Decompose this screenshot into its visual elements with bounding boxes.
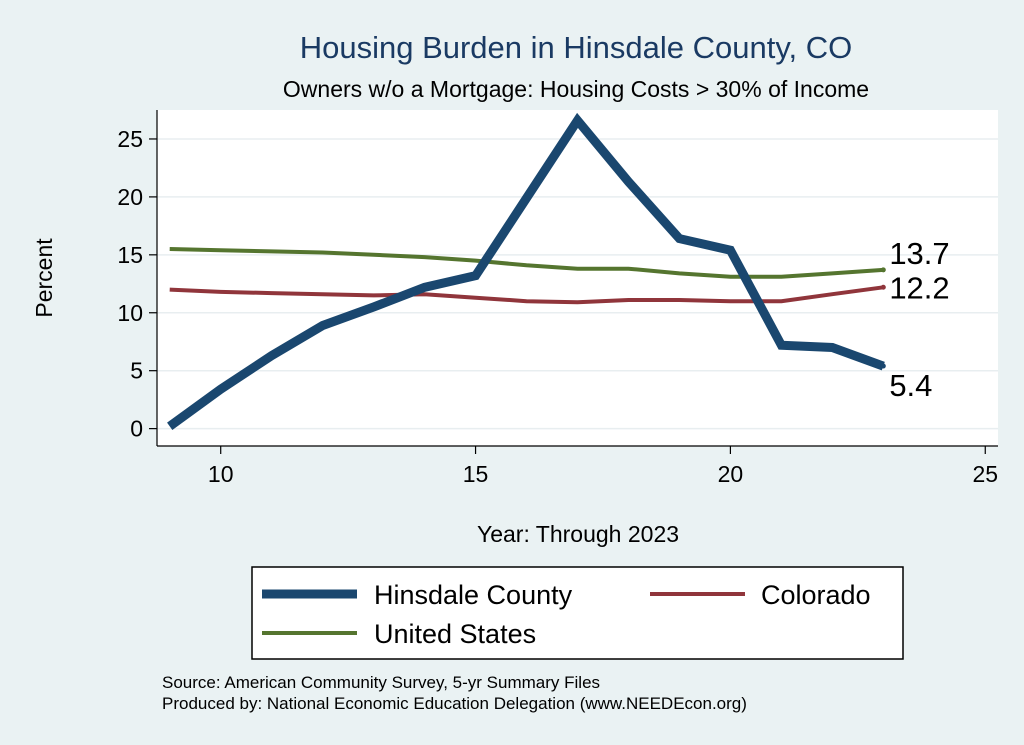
y-tick-label-0: 0 bbox=[130, 416, 143, 442]
end-value-labels: 5.4 12.213.7 bbox=[880, 236, 950, 403]
x-tick-label-1: 15 bbox=[463, 461, 489, 487]
plot-area bbox=[157, 110, 998, 446]
end-marker-colorado bbox=[880, 284, 886, 290]
y-tick-label-1: 5 bbox=[130, 358, 143, 384]
series-line-colorado bbox=[169, 285, 884, 305]
y-tick-label-4: 20 bbox=[117, 184, 143, 210]
y-tick-label-3: 15 bbox=[117, 242, 143, 268]
y-axis-ticks: 0 5 10 15 20 25 bbox=[117, 126, 157, 442]
x-axis-ticks: 10 15 20 25 bbox=[208, 446, 998, 487]
legend-label-us: United States bbox=[374, 619, 536, 649]
x-tick-label-2: 20 bbox=[718, 461, 744, 487]
legend-label-hinsdale: Hinsdale County bbox=[374, 580, 573, 610]
chart-title: Housing Burden in Hinsdale County, CO bbox=[300, 30, 853, 65]
x-tick-label-0: 10 bbox=[208, 461, 234, 487]
y-tick-label-5: 25 bbox=[117, 126, 143, 152]
end-marker-hinsdale bbox=[880, 363, 886, 369]
series-lines bbox=[167, 112, 885, 430]
y-tick-label-2: 10 bbox=[117, 300, 143, 326]
series-line-hinsdale bbox=[167, 112, 885, 430]
end-marker-us bbox=[880, 267, 886, 273]
end-label-hinsdale: 5.4 bbox=[889, 368, 932, 403]
legend-box bbox=[251, 566, 904, 660]
chart-subtitle: Owners w/o a Mortgage: Housing Costs > 3… bbox=[283, 76, 869, 102]
gridlines bbox=[157, 138, 998, 430]
x-tick-label-3: 25 bbox=[972, 461, 998, 487]
produced-by-line: Produced by: National Economic Education… bbox=[162, 694, 747, 713]
axes bbox=[156, 110, 998, 447]
y-axis-label: Percent bbox=[31, 238, 57, 318]
legend-label-colorado: Colorado bbox=[761, 580, 871, 610]
end-label-colorado: 12.2 bbox=[889, 270, 949, 305]
series-line-us bbox=[169, 247, 884, 279]
source-line: Source: American Community Survey, 5-yr … bbox=[162, 673, 600, 692]
end-label-us: 13.7 bbox=[889, 236, 949, 271]
legend: Hinsdale County Colorado United States bbox=[251, 566, 904, 660]
x-axis-label: Year: Through 2023 bbox=[477, 521, 679, 547]
